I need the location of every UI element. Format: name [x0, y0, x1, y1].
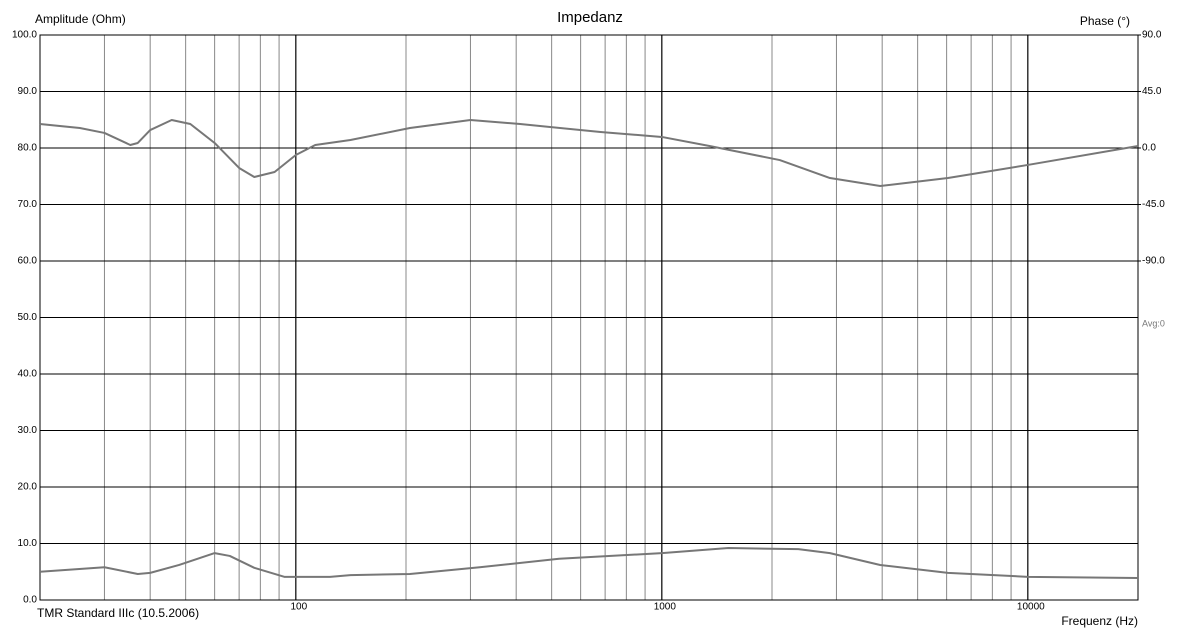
y2-tick-label: 0.0 — [1142, 143, 1156, 154]
x-axis-label: Frequenz (Hz) — [1061, 614, 1138, 628]
y-tick-label: 90.0 — [18, 86, 38, 97]
y2-tick-label: 45.0 — [1142, 86, 1162, 97]
y2-axis-label: Phase (°) — [1080, 14, 1130, 28]
y-tick-label: 20.0 — [18, 482, 38, 493]
y-axis-label: Amplitude (Ohm) — [35, 12, 126, 26]
y-tick-label: 100.0 — [12, 30, 37, 41]
series-line — [39, 547, 1139, 579]
plot-frame — [39, 34, 1139, 601]
x-tick-label: 1000 — [654, 602, 677, 613]
y2-tick-label: -90.0 — [1142, 256, 1165, 267]
y-tick-label: 60.0 — [18, 256, 38, 267]
y-tick-label: 40.0 — [18, 369, 38, 380]
y-tick-label: 30.0 — [18, 425, 38, 436]
y2-tick-label: 90.0 — [1142, 30, 1162, 41]
y-tick-label: 50.0 — [18, 312, 38, 323]
annotation: TMR Standard IIIc (10.5.2006) — [37, 606, 199, 620]
y-tick-label: 0.0 — [23, 595, 37, 606]
y-tick-label: 70.0 — [18, 199, 38, 210]
y-tick-label: 80.0 — [18, 143, 38, 154]
x-tick-label: 100 — [290, 602, 307, 613]
y-tick-label: 10.0 — [18, 538, 38, 549]
x-tick-label: 10000 — [1017, 602, 1045, 613]
y2-tick-label: -45.0 — [1142, 199, 1165, 210]
annotation: Avg:0 — [1142, 318, 1165, 328]
series-line — [39, 119, 1139, 188]
chart-title: Impedanz — [557, 9, 623, 26]
